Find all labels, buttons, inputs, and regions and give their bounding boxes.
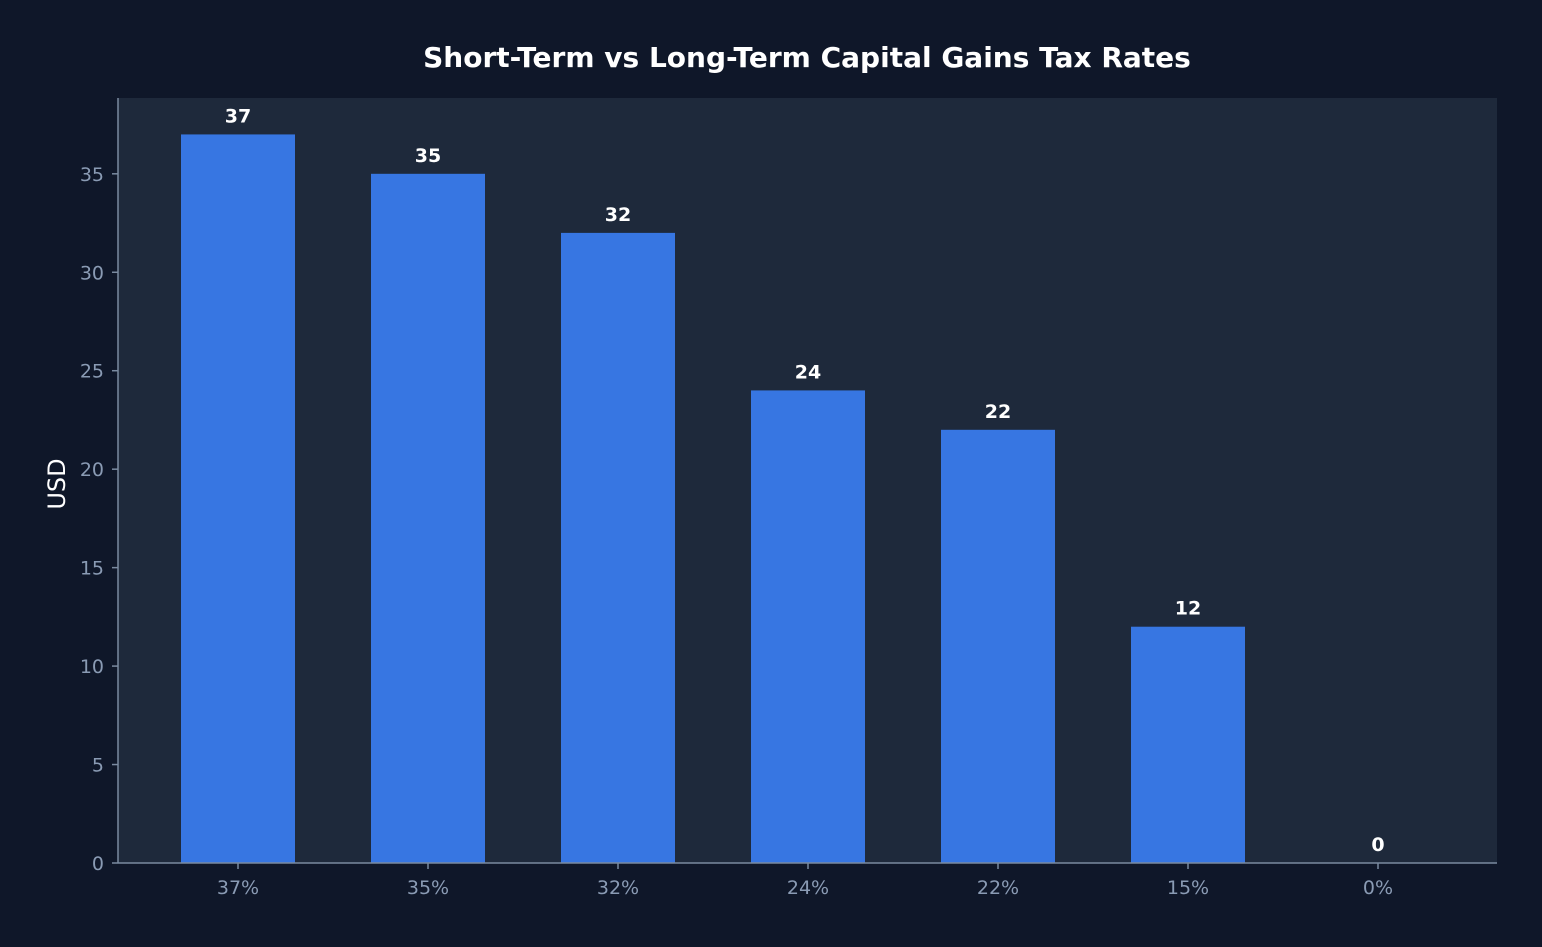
- bars-layer: [181, 134, 1245, 864]
- y-tick-label: 0: [92, 853, 104, 875]
- y-tick-label: 25: [80, 361, 104, 383]
- y-axis-label: USD: [43, 458, 71, 509]
- x-tick-label: 15%: [1167, 877, 1209, 899]
- y-tick-label: 35: [80, 164, 104, 186]
- bar-value-label: 24: [795, 361, 821, 383]
- x-tick-label: 35%: [407, 877, 449, 899]
- bar-value-label: 22: [985, 401, 1011, 423]
- y-axis: 0 5 10 15 20 25 30 35: [80, 98, 119, 875]
- bar-value-label: 0: [1371, 834, 1384, 856]
- value-labels-layer: 37 35 32 24 22 12 0: [225, 105, 1385, 856]
- bar-value-label: 12: [1175, 598, 1201, 620]
- y-tick-label: 15: [80, 558, 104, 580]
- bar-35pct: [371, 173, 485, 864]
- y-tick-label: 5: [92, 755, 104, 777]
- y-tick-label: 10: [80, 656, 104, 678]
- bar-22pct: [941, 429, 1055, 863]
- bar-32pct: [561, 232, 675, 864]
- x-tick-label: 22%: [977, 877, 1019, 899]
- x-tick-label: 32%: [597, 877, 639, 899]
- x-tick-label: 37%: [217, 877, 259, 899]
- y-tick-label: 20: [80, 459, 104, 481]
- bar-value-label: 37: [225, 105, 251, 127]
- x-tick-label: 24%: [787, 877, 829, 899]
- x-axis: 37% 35% 32% 24% 22% 15% 0%: [118, 862, 1497, 899]
- bar-value-label: 35: [415, 145, 441, 167]
- bar-24pct: [751, 390, 865, 863]
- bar-value-label: 32: [605, 204, 631, 226]
- y-tick-label: 30: [80, 262, 104, 284]
- x-tick-label: 0%: [1363, 877, 1393, 899]
- chart-title: Short-Term vs Long-Term Capital Gains Ta…: [423, 41, 1191, 74]
- bar-37pct: [181, 134, 295, 863]
- bar-15pct: [1131, 626, 1245, 863]
